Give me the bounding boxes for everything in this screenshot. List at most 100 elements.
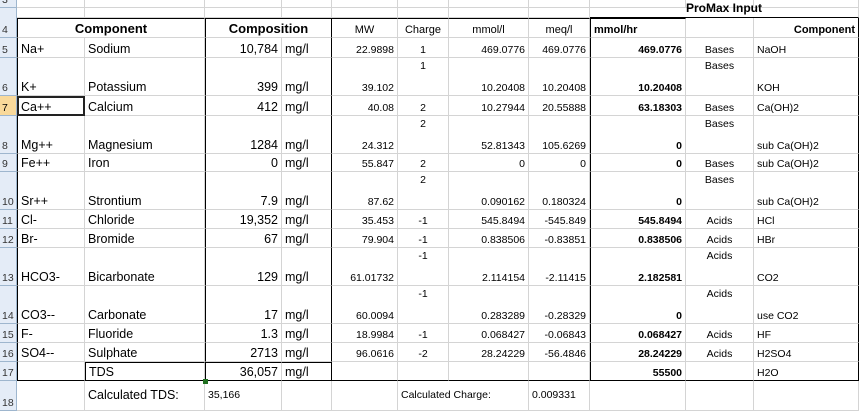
- cell-unit[interactable]: mg/l: [282, 38, 332, 58]
- cell-name[interactable]: Magnesium: [85, 116, 205, 154]
- cell-type[interactable]: Acids: [686, 248, 754, 286]
- cell-type[interactable]: Bases: [686, 96, 754, 116]
- cell-charge[interactable]: 1: [398, 38, 449, 58]
- cell-name[interactable]: Strontium: [85, 172, 205, 210]
- row-number[interactable]: 14: [0, 286, 17, 324]
- cell-sym[interactable]: Mg++: [17, 116, 85, 154]
- cell-name[interactable]: Chloride: [85, 210, 205, 229]
- empty-cell[interactable]: [332, 8, 398, 18]
- calculated-tds-value[interactable]: 35,166: [205, 381, 282, 411]
- cell-sym[interactable]: Cl-: [17, 210, 85, 229]
- cell-mw[interactable]: 87.62: [332, 172, 398, 210]
- cell-mmolhr[interactable]: 469.0776: [590, 38, 686, 58]
- header-mmol-l[interactable]: mmol/l: [449, 18, 529, 38]
- cell-mw[interactable]: 96.0616: [332, 343, 398, 362]
- cell-comp[interactable]: 67: [205, 229, 282, 248]
- empty-cell[interactable]: [205, 0, 282, 8]
- header-mmol-hr[interactable]: mmol/hr: [590, 18, 686, 38]
- tds-promax-component[interactable]: H2O: [754, 362, 859, 381]
- cell-sym[interactable]: HCO3-: [17, 248, 85, 286]
- cell-unit[interactable]: mg/l: [282, 343, 332, 362]
- cell-charge[interactable]: 2: [398, 96, 449, 116]
- cell-meq[interactable]: 469.0776: [529, 38, 590, 58]
- cell-unit[interactable]: mg/l: [282, 96, 332, 116]
- cell-mmolhr[interactable]: 0: [590, 286, 686, 324]
- cell-promax[interactable]: KOH: [754, 58, 859, 96]
- empty-cell[interactable]: [590, 0, 686, 8]
- cell-comp[interactable]: 7.9: [205, 172, 282, 210]
- cell-mmolhr[interactable]: 0: [590, 116, 686, 154]
- row-number[interactable]: 16: [0, 343, 17, 362]
- empty-cell[interactable]: [85, 8, 205, 18]
- cell-sym[interactable]: Fe++: [17, 154, 85, 172]
- empty-cell[interactable]: [17, 381, 85, 411]
- cell-comp[interactable]: 0: [205, 154, 282, 172]
- cell-type[interactable]: Acids: [686, 343, 754, 362]
- cell-unit[interactable]: mg/l: [282, 172, 332, 210]
- cell-mmol[interactable]: 52.81343: [449, 116, 529, 154]
- cell-promax[interactable]: use CO2: [754, 286, 859, 324]
- cell-promax[interactable]: HCl: [754, 210, 859, 229]
- cell-type[interactable]: Acids: [686, 210, 754, 229]
- cell-meq[interactable]: 0: [529, 154, 590, 172]
- cell-promax[interactable]: Ca(OH)2: [754, 96, 859, 116]
- empty-cell[interactable]: [686, 0, 754, 8]
- calculated-charge-value[interactable]: 0.009331: [529, 381, 590, 411]
- calculated-tds-label[interactable]: Calculated TDS:: [85, 381, 205, 411]
- cell-mmol[interactable]: 0.283289: [449, 286, 529, 324]
- cell-comp[interactable]: 399: [205, 58, 282, 96]
- cell-meq[interactable]: -0.28329: [529, 286, 590, 324]
- cell-sym[interactable]: Sr++: [17, 172, 85, 210]
- empty-cell[interactable]: [529, 362, 590, 381]
- cell-mw[interactable]: 55.847: [332, 154, 398, 172]
- cell-name[interactable]: Fluoride: [85, 324, 205, 343]
- cell-mw[interactable]: 60.0094: [332, 286, 398, 324]
- tds-composition[interactable]: 36,057: [205, 362, 282, 381]
- cell-unit[interactable]: mg/l: [282, 324, 332, 343]
- cell-charge[interactable]: -1: [398, 286, 449, 324]
- cell-promax[interactable]: HBr: [754, 229, 859, 248]
- empty-cell[interactable]: [449, 0, 529, 8]
- cell-type[interactable]: Bases: [686, 116, 754, 154]
- cell-charge[interactable]: 2: [398, 154, 449, 172]
- cell-comp[interactable]: 129: [205, 248, 282, 286]
- cell-name[interactable]: Sulphate: [85, 343, 205, 362]
- empty-cell[interactable]: [17, 8, 85, 18]
- cell-sym[interactable]: K+: [17, 58, 85, 96]
- cell-unit[interactable]: mg/l: [282, 229, 332, 248]
- cell-mmol[interactable]: 545.8494: [449, 210, 529, 229]
- cell-mmolhr[interactable]: 63.18303: [590, 96, 686, 116]
- cell-charge[interactable]: -1: [398, 210, 449, 229]
- cell-charge[interactable]: -1: [398, 248, 449, 286]
- cell-charge[interactable]: -1: [398, 324, 449, 343]
- cell-comp[interactable]: 19,352: [205, 210, 282, 229]
- cell-charge[interactable]: -2: [398, 343, 449, 362]
- row-number[interactable]: 12: [0, 229, 17, 248]
- cell-mmol[interactable]: 0.090162: [449, 172, 529, 210]
- cell-name[interactable]: Potassium: [85, 58, 205, 96]
- empty-cell[interactable]: [686, 362, 754, 381]
- cell-sym[interactable]: Na+: [17, 38, 85, 58]
- cell-mw[interactable]: 22.9898: [332, 38, 398, 58]
- cell-comp[interactable]: 2713: [205, 343, 282, 362]
- cell-mmolhr[interactable]: 0: [590, 154, 686, 172]
- cell-unit[interactable]: mg/l: [282, 154, 332, 172]
- empty-cell[interactable]: [590, 381, 686, 411]
- row-number[interactable]: 7: [0, 96, 17, 116]
- header-empty[interactable]: [686, 18, 754, 38]
- empty-cell[interactable]: [398, 8, 449, 18]
- empty-cell[interactable]: [449, 8, 529, 18]
- cell-name[interactable]: Bicarbonate: [85, 248, 205, 286]
- empty-cell[interactable]: [17, 0, 85, 8]
- cell-mmolhr[interactable]: 545.8494: [590, 210, 686, 229]
- cell-meq[interactable]: 10.20408: [529, 58, 590, 96]
- empty-cell[interactable]: [449, 362, 529, 381]
- empty-cell[interactable]: [85, 0, 205, 8]
- cell-mw[interactable]: 35.453: [332, 210, 398, 229]
- empty-cell[interactable]: [529, 0, 590, 8]
- empty-cell[interactable]: [332, 362, 398, 381]
- empty-cell[interactable]: [205, 8, 282, 18]
- cell-meq[interactable]: -56.4846: [529, 343, 590, 362]
- cell-mmol[interactable]: 469.0776: [449, 38, 529, 58]
